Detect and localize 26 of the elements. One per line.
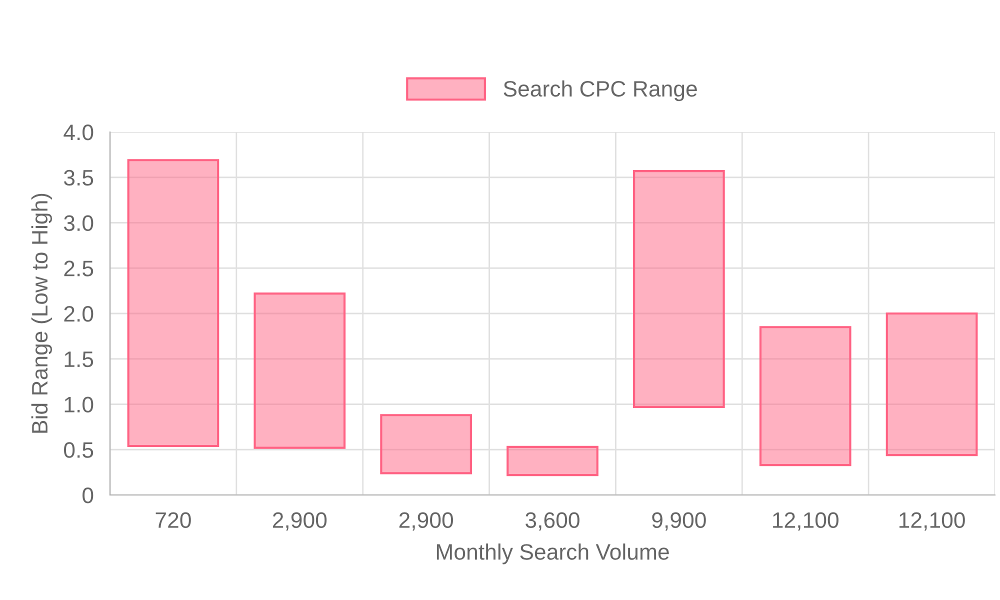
y-tick-label: 2.5 [64, 260, 94, 276]
bar [127, 159, 220, 448]
bar [633, 170, 725, 408]
x-tick-label: 12,100 [900, 512, 965, 531]
y-tick-label: 1.5 [64, 352, 94, 368]
bar [506, 446, 598, 476]
x-axis-title: Monthly Search Volume [436, 543, 669, 564]
y-tick-label: 0.5 [64, 442, 94, 458]
bar [380, 414, 472, 474]
bar [254, 292, 346, 449]
y-tick-label: 1.0 [64, 396, 94, 413]
bar [759, 326, 852, 466]
y-tick-label: 3.5 [64, 170, 94, 186]
x-tick-label: 2,900 [272, 512, 327, 531]
x-tick-label: 12,100 [773, 512, 838, 531]
x-tick-label: 720 [156, 512, 191, 528]
y-tick-label: 2.0 [64, 306, 94, 322]
x-tick-label: 3,600 [526, 512, 580, 531]
legend-label: Search CPC Range [504, 80, 697, 102]
y-tick-label: 4.0 [64, 124, 94, 140]
bar [886, 312, 978, 456]
y-tick-label: 0 [82, 488, 94, 504]
x-tick-label: 9,900 [652, 512, 706, 531]
x-tick-label: 2,900 [399, 512, 454, 531]
y-axis-title: Bid Range (Low to High) [31, 194, 52, 433]
y-tick-label: 3.0 [64, 215, 94, 232]
